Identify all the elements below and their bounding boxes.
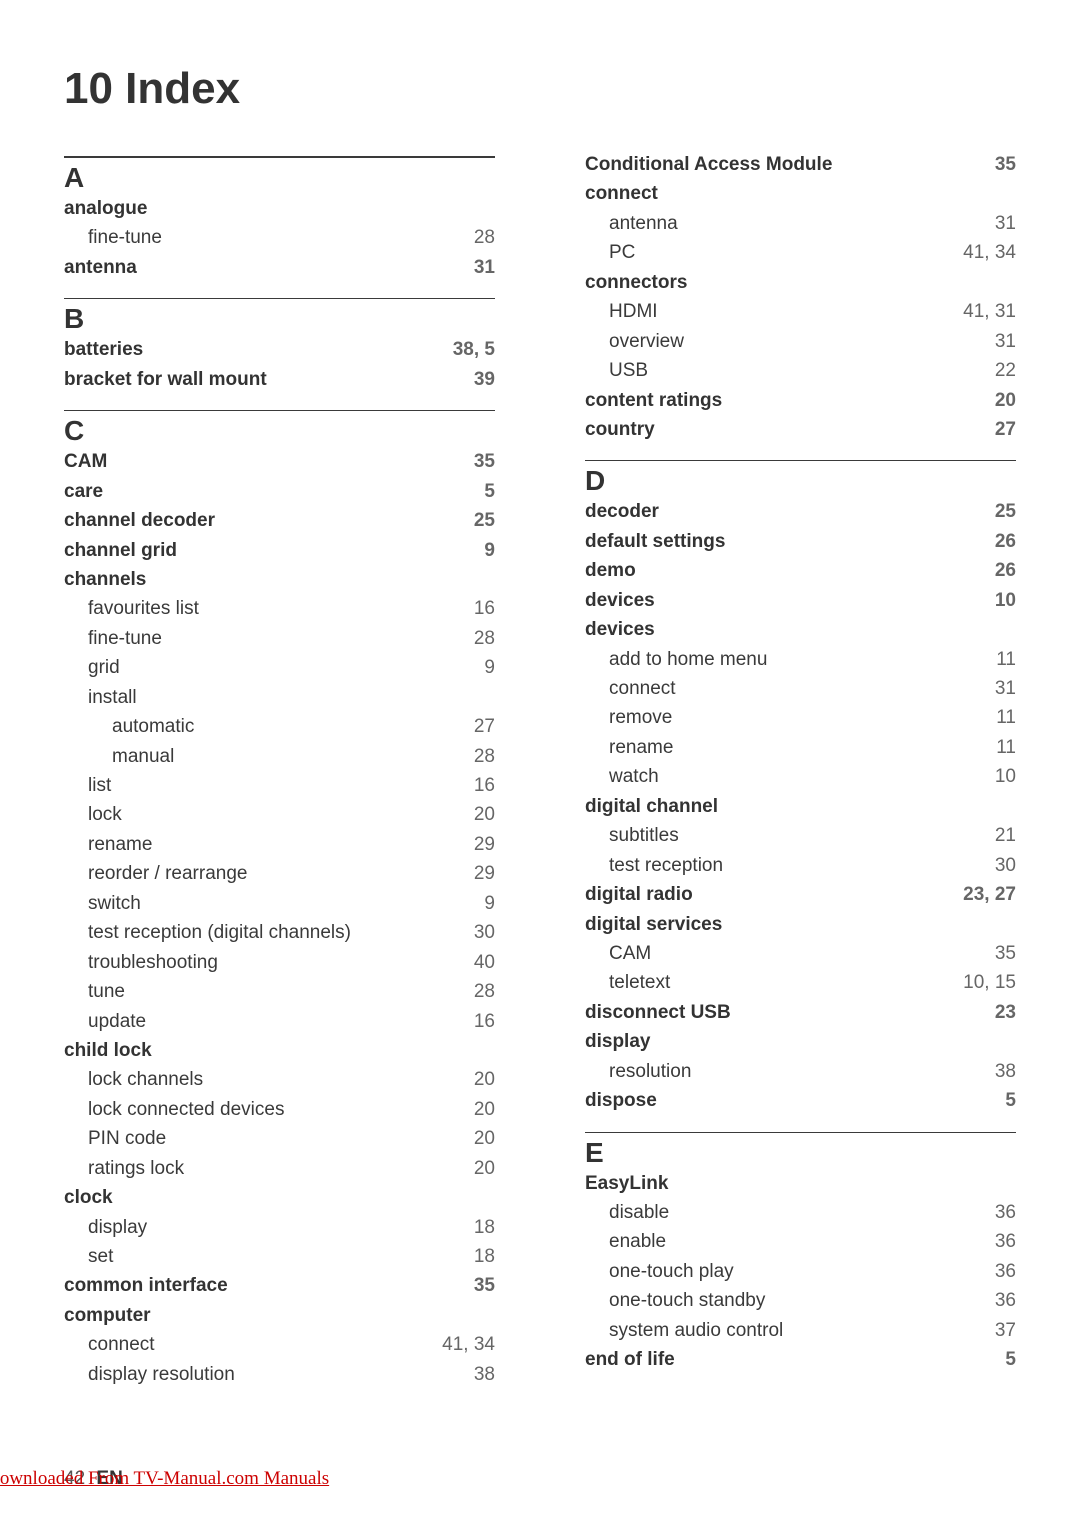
entry-demo: demo26 [585,556,1016,585]
entry-disc-usb: disconnect USB23 [585,998,1016,1027]
section-rule [585,1132,1016,1133]
entry-install-manual: manual28 [64,742,495,771]
entry-el-sac: system audio control37 [585,1316,1016,1345]
entry-devices1: devices10 [585,586,1016,615]
entry-rename: rename29 [64,830,495,859]
entry-switch: switch9 [64,889,495,918]
entry-devices2: devices [585,615,1016,644]
entry-trouble: troubleshooting40 [64,948,495,977]
entry-lockch: lock channels20 [64,1065,495,1094]
entry-childlock: child lock [64,1036,495,1065]
entry-analogue: analogue [64,194,495,223]
page-footer: 42 EN Downloaded From TV-Manual.com Manu… [64,1468,329,1490]
letter-E: E [585,1137,1016,1169]
letter-B: B [64,303,495,335]
entry-clock-set: set18 [64,1242,495,1271]
entry-dv-connect: connect31 [585,674,1016,703]
entry-channels: channels [64,565,495,594]
entry-digital-radio: digital radio23, 27 [585,880,1016,909]
entry-testrec: test reception (digital channels)30 [64,918,495,947]
entry-clock-display: display18 [64,1213,495,1242]
page-title: 10 Index [64,64,1016,114]
entry-care: care5 [64,477,495,506]
section-rule [585,460,1016,461]
entry-dv-add: add to home menu11 [585,645,1016,674]
entry-dc-test: test reception30 [585,851,1016,880]
entry-dispose: dispose5 [585,1086,1016,1115]
entry-eol: end of life5 [585,1345,1016,1374]
entry-analogue-finetune: fine-tune28 [64,223,495,252]
entry-tune: tune28 [64,977,495,1006]
entry-ds-tt: teletext10, 15 [585,968,1016,997]
entry-el-disable: disable36 [585,1198,1016,1227]
entry-reorder: reorder / rearrange29 [64,859,495,888]
entry-list: list16 [64,771,495,800]
entry-dv-watch: watch10 [585,762,1016,791]
entry-ratings: ratings lock20 [64,1154,495,1183]
entry-favlist: favourites list16 [64,594,495,623]
section-rule [64,410,495,411]
entry-lock: lock20 [64,800,495,829]
letter-D: D [585,465,1016,497]
entry-conn-antenna: antenna31 [585,209,1016,238]
entry-digital-channel: digital channel [585,792,1016,821]
entry-cam: CAM35 [64,447,495,476]
entry-computer: computer [64,1301,495,1330]
entry-default-settings: default settings26 [585,527,1016,556]
entry-display: display [585,1027,1016,1056]
entry-bracket: bracket for wall mount39 [64,365,495,394]
entry-channel-grid: channel grid9 [64,536,495,565]
entry-dsp-res: resolution38 [585,1057,1016,1086]
entry-comp-res: display resolution38 [64,1360,495,1389]
entry-pin: PIN code20 [64,1124,495,1153]
entry-batteries: batteries38, 5 [64,335,495,364]
section-rule [64,298,495,299]
entry-connectors: connectors [585,268,1016,297]
entry-common-if: common interface35 [64,1271,495,1300]
entry-content-ratings: content ratings20 [585,386,1016,415]
entry-dv-remove: remove11 [585,703,1016,732]
entry-install-auto: automatic27 [64,712,495,741]
index-columns: A analogue fine-tune28 antenna31 B batte… [64,150,1016,1390]
entry-cond-access: Conditional Access Module35 [585,150,1016,179]
entry-el-ots: one-touch standby36 [585,1286,1016,1315]
entry-antenna: antenna31 [64,253,495,282]
section-rule [64,156,495,158]
entry-comp-connect: connect41, 34 [64,1330,495,1359]
entry-digital-services: digital services [585,910,1016,939]
footer-download-link[interactable]: Downloaded From TV-Manual.com Manuals [0,1468,329,1489]
entry-cx-usb: USB22 [585,356,1016,385]
entry-channel-decoder: channel decoder25 [64,506,495,535]
entry-connect: connect [585,179,1016,208]
entry-country: country27 [585,415,1016,444]
entry-conn-pc: PC41, 34 [585,238,1016,267]
entry-finetune: fine-tune28 [64,624,495,653]
entry-el-enable: enable36 [585,1227,1016,1256]
entry-grid: grid9 [64,653,495,682]
entry-decoder: decoder25 [585,497,1016,526]
entry-dv-rename: rename11 [585,733,1016,762]
entry-clock: clock [64,1183,495,1212]
entry-lockdev: lock connected devices20 [64,1095,495,1124]
entry-update: update16 [64,1007,495,1036]
entry-ds-cam: CAM35 [585,939,1016,968]
entry-cx-hdmi: HDMI41, 31 [585,297,1016,326]
entry-el-otp: one-touch play36 [585,1257,1016,1286]
entry-cx-overview: overview31 [585,327,1016,356]
entry-install: install [64,683,495,712]
letter-A: A [64,162,495,194]
letter-C: C [64,415,495,447]
entry-easylink: EasyLink [585,1169,1016,1198]
entry-dc-sub: subtitles21 [585,821,1016,850]
